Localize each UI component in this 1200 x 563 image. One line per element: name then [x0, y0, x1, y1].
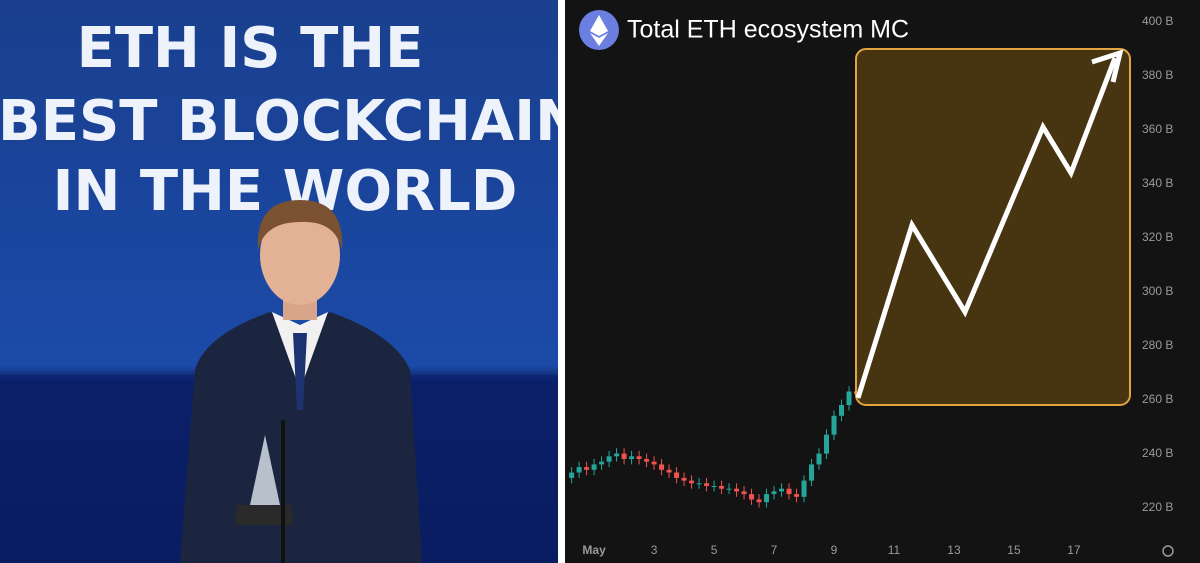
y-tick-label: 380 B: [1142, 68, 1173, 82]
y-tick-label: 280 B: [1142, 338, 1173, 352]
x-tick-label: 9: [831, 543, 838, 557]
x-tick-label: 5: [711, 543, 718, 557]
candle-body: [824, 434, 830, 454]
suit: [180, 312, 422, 563]
candle-body: [674, 472, 680, 478]
candle-body: [839, 405, 845, 416]
x-tick-label: 11: [888, 543, 901, 557]
divider: [558, 0, 565, 563]
candle-body: [809, 464, 815, 481]
candle-body: [831, 415, 837, 435]
candle-body: [719, 486, 725, 489]
y-tick-label: 300 B: [1142, 284, 1173, 298]
candle-body: [629, 456, 635, 459]
candle-body: [696, 483, 702, 485]
banner-line: BEST BLOCKCHAIN: [0, 89, 582, 154]
x-tick-label: May: [582, 543, 606, 557]
candle-body: [741, 491, 747, 495]
face: [260, 205, 340, 305]
chart-title: Total ETH ecosystem MC: [627, 16, 909, 44]
forecast-arrow: [855, 57, 1118, 399]
y-tick-label: 360 B: [1142, 122, 1173, 136]
y-tick-label: 220 B: [1142, 500, 1173, 514]
banner-line: ETH IS THE: [77, 16, 424, 81]
candle-body: [599, 461, 605, 465]
x-tick-label: 7: [771, 543, 778, 557]
candle-body: [801, 480, 807, 497]
settings-icon[interactable]: [1162, 545, 1174, 557]
candle-body: [749, 494, 755, 500]
candle-body: [651, 461, 657, 465]
candle-body: [711, 486, 717, 487]
x-tick-label: 13: [947, 543, 961, 557]
candle-body: [846, 391, 852, 405]
y-tick-label: 240 B: [1142, 446, 1173, 460]
y-tick-label: 400 B: [1142, 14, 1173, 28]
candle-body: [726, 488, 732, 490]
tie: [293, 333, 307, 410]
candle-body: [614, 453, 620, 457]
candle-body: [591, 464, 597, 470]
y-tick-label: 320 B: [1142, 230, 1173, 244]
candle-body: [786, 488, 792, 495]
candle-body: [576, 467, 582, 473]
hair: [257, 200, 343, 250]
candle-body: [606, 456, 612, 462]
chart: 220 B 240 B 260 B 280 B 300 B 320 B 340 B 360 B…: [569, 14, 1173, 557]
x-tick-label: 17: [1067, 543, 1081, 557]
trophy: [250, 435, 280, 505]
arrow-head: [1091, 49, 1124, 83]
candle-body: [636, 456, 642, 459]
candle-body: [794, 494, 800, 497]
candle-body: [681, 477, 687, 481]
candle-body: [816, 453, 822, 465]
highlight-box: [855, 48, 1131, 406]
candle-body: [666, 469, 672, 473]
candle-body: [734, 488, 740, 492]
candle-body: [764, 494, 770, 503]
candle-body: [659, 464, 665, 470]
candle-body: [569, 472, 575, 478]
y-tick-label: 260 B: [1142, 392, 1173, 406]
candle-body: [584, 467, 590, 470]
candle-body: [779, 488, 785, 492]
candle-body: [689, 480, 695, 484]
candle-body: [704, 483, 710, 486]
trophy-base: [236, 505, 292, 525]
candle-body: [621, 453, 627, 459]
y-tick-label: 340 B: [1142, 176, 1173, 190]
photo: ETH IS THE BEST BLOCKCHAIN IN THE WORLD: [0, 0, 582, 563]
candle-body: [756, 499, 762, 503]
candle-body: [771, 491, 777, 495]
x-tick-label: 15: [1007, 543, 1021, 557]
x-tick-label: 3: [651, 543, 658, 557]
candle-body: [644, 459, 650, 462]
eth-logo-glyph: [590, 15, 608, 46]
